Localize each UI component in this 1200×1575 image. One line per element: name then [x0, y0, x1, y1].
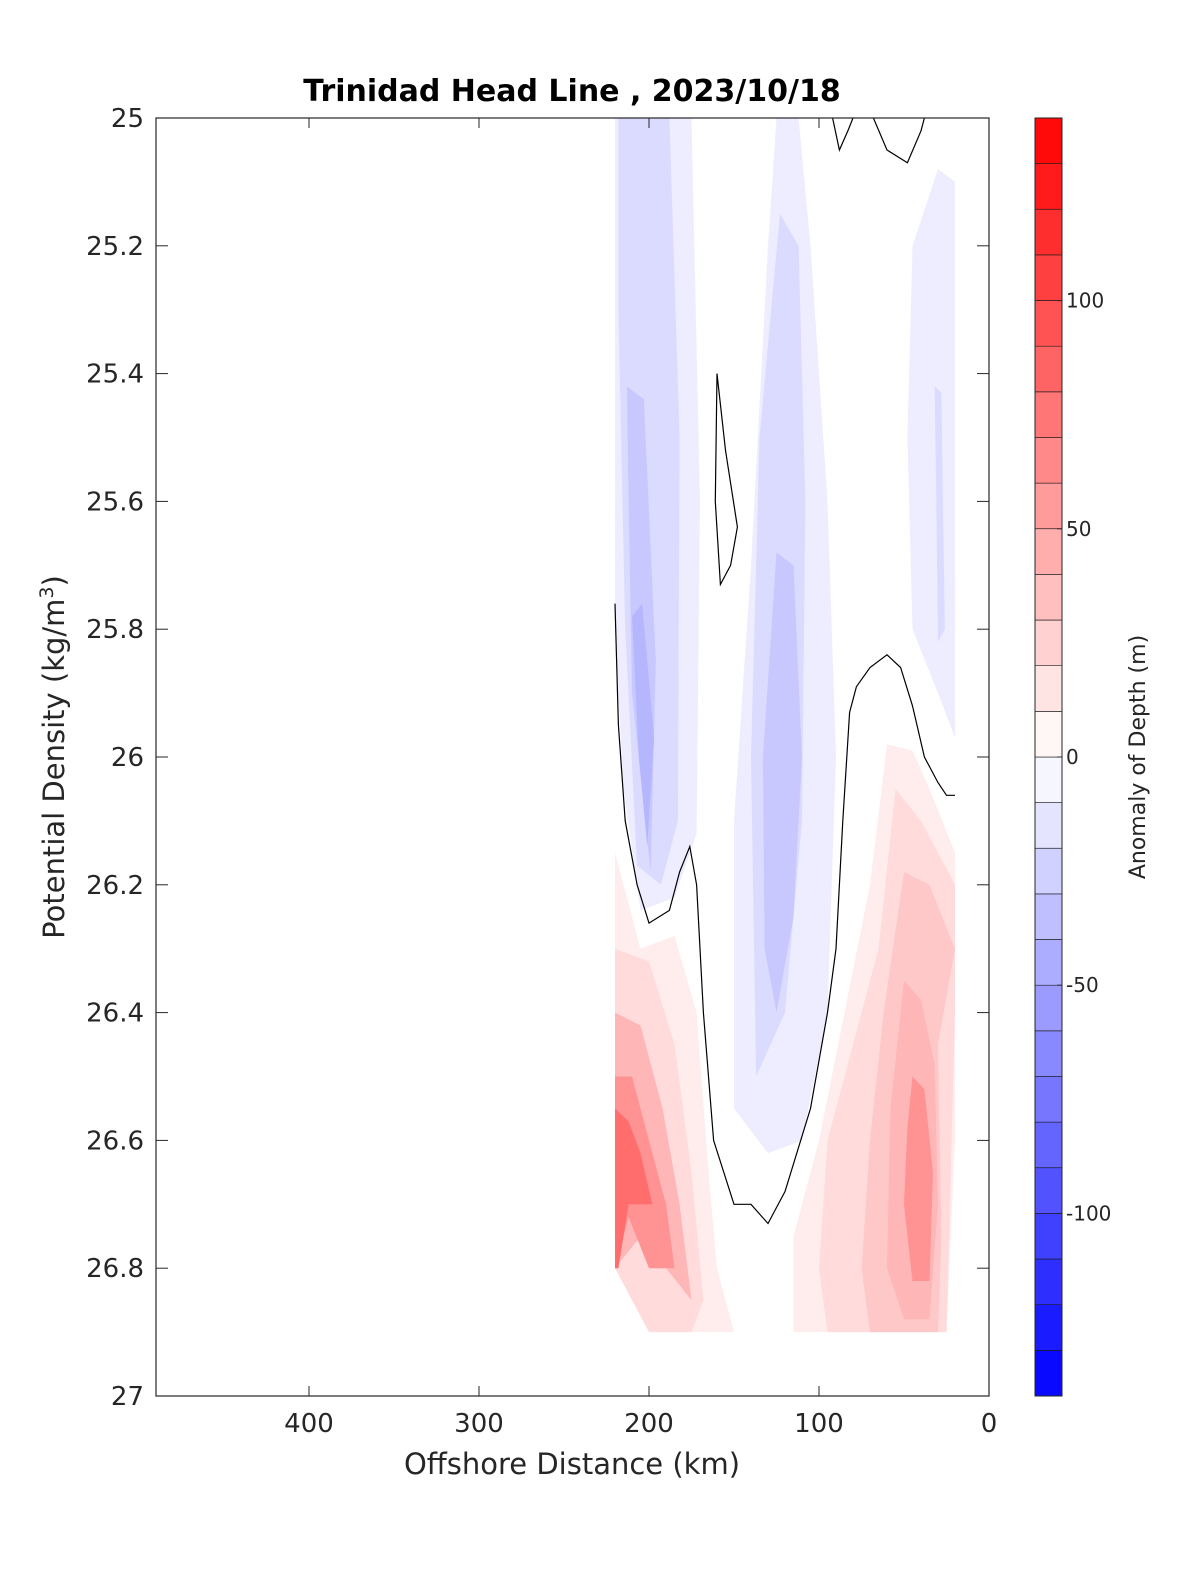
colorbar-band: [1034, 117, 1063, 164]
colorbar-label: Anomaly of Depth (m): [1126, 635, 1151, 879]
colorbar-band: [1034, 391, 1063, 438]
colorbar-band: [1034, 1076, 1063, 1123]
y-tick-label: 26.2: [86, 871, 144, 901]
colorbar-tick-label: 0: [1066, 745, 1079, 769]
colorbar-band: [1034, 574, 1063, 621]
colorbar-band: [1034, 1121, 1063, 1168]
x-axis-label: Offshore Distance (km): [404, 1447, 740, 1481]
anomaly-regions: [615, 118, 955, 1333]
zero-contour-line-3: [872, 117, 925, 164]
colorbar-tick-label: 100: [1066, 289, 1104, 313]
x-tick-label: 300: [454, 1409, 504, 1439]
y-axis-label-sup: 3: [36, 586, 58, 598]
y-tick-label: 26.6: [86, 1126, 144, 1156]
colorbar-band: [1034, 893, 1063, 940]
colorbar-band: [1034, 847, 1063, 895]
y-axis-label: Potential Density (kg/m3): [36, 575, 71, 939]
y-tick-label: 25.2: [86, 232, 144, 262]
y-tick-label: 25.8: [86, 615, 144, 645]
x-tick-label: 400: [284, 1409, 334, 1439]
colorbar-band: [1034, 1167, 1063, 1214]
colorbar-band: [1034, 209, 1063, 256]
colorbar-band: [1034, 300, 1063, 347]
colorbar-band: [1034, 1258, 1063, 1305]
x-axis-ticks: 400 300 200 100 0: [284, 118, 997, 1439]
zero-contours: [614, 117, 955, 1225]
anomaly-region-positive-13: [615, 1108, 653, 1269]
colorbar-band: [1034, 482, 1063, 530]
x-tick-label: 0: [981, 1409, 998, 1439]
y-tick-label: 25.6: [86, 487, 144, 517]
anomaly-region-negative-3: [632, 603, 655, 847]
colorbar-band: [1034, 1030, 1063, 1077]
colorbar-band: [1034, 163, 1063, 210]
colorbar-band: [1034, 1213, 1063, 1260]
anomaly-region-negative-6: [762, 552, 802, 1013]
y-axis-label-main: Potential Density (kg/m: [37, 599, 71, 939]
colorbar: -100 -50 0 50 100: [1034, 117, 1111, 1397]
x-tick-label: 200: [624, 1409, 674, 1439]
zero-contour-line-2: [832, 117, 854, 152]
anomaly-region-negative-8: [934, 386, 945, 642]
zero-contour-line-1: [714, 373, 739, 587]
colorbar-band: [1034, 711, 1063, 758]
chart-title: Trinidad Head Line , 2023/10/18: [303, 74, 840, 109]
y-tick-label: 25.4: [86, 360, 144, 390]
y-tick-label: 26.4: [86, 999, 144, 1029]
colorbar-band: [1034, 756, 1063, 803]
colorbar-band: [1034, 1350, 1063, 1397]
y-tick-label: 26.8: [86, 1254, 144, 1284]
colorbar-band: [1034, 254, 1063, 301]
colorbar-band: [1034, 528, 1063, 575]
zero-contour-line-0: [614, 603, 955, 1225]
y-tick-label: 25: [111, 104, 144, 134]
colorbar-ticks: -100 -50 0 50 100: [1057, 289, 1111, 1225]
y-tick-label: 27: [111, 1382, 144, 1412]
colorbar-tick-label: -100: [1066, 1201, 1111, 1225]
colorbar-band: [1034, 802, 1063, 849]
colorbar-band: [1034, 345, 1063, 393]
colorbar-band: [1034, 984, 1063, 1032]
colorbar-band: [1034, 437, 1063, 484]
colorbar-tick-label: 50: [1066, 517, 1091, 541]
plot-area: 400 300 200 100 0 25 25.2 25.4 25.6 25.8 26 26.2 26…: [86, 104, 997, 1439]
colorbar-band: [1034, 619, 1063, 666]
x-tick-label: 100: [794, 1409, 844, 1439]
colorbar-band: [1034, 665, 1063, 712]
colorbar-band: [1034, 1304, 1063, 1351]
y-axis-label-suffix: ): [37, 575, 71, 586]
colorbar-band: [1034, 939, 1063, 986]
y-axis-ticks: 25 25.2 25.4 25.6 25.8 26 26.2 26.4 26.6 26.8 27: [86, 104, 989, 1412]
y-tick-label: 26: [111, 743, 144, 773]
anomaly-region-positive-18: [904, 1076, 933, 1281]
colorbar-tick-label: -50: [1066, 973, 1099, 997]
